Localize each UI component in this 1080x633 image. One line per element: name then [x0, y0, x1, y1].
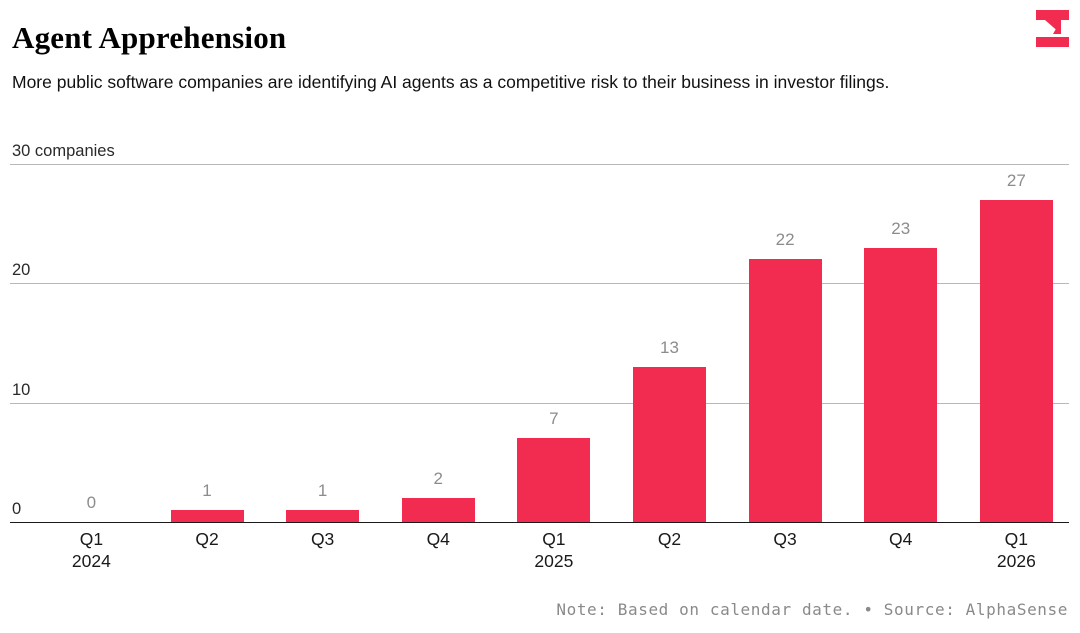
x-tick-year: 2025	[534, 551, 574, 571]
bar-Q4	[864, 247, 938, 522]
bar-value-label: 1	[317, 481, 328, 501]
y-tick-label-30: 30 companies	[12, 142, 115, 160]
bar-Q3	[748, 259, 822, 522]
x-tick-label: Q3	[273, 528, 373, 550]
x-tick-quarter: Q1	[1004, 529, 1029, 549]
x-tick-year: 2024	[71, 551, 111, 571]
x-tick-quarter: Q2	[195, 529, 219, 549]
y-tick-label-10: 10	[12, 380, 31, 399]
x-tick-label: Q1 2024	[41, 528, 141, 572]
bar-value-label: 1	[202, 481, 212, 501]
page-title: Agent Apprehension	[12, 20, 287, 55]
x-tick-quarter: Q1	[542, 529, 566, 549]
x-tick-label: Q4	[851, 528, 951, 550]
bar-value-label: 2	[433, 469, 443, 489]
bar-value-label: 0	[86, 493, 97, 512]
x-tick-label: Q4	[388, 528, 488, 550]
x-tick-quarter: Q4	[889, 529, 913, 549]
gridline-10	[10, 402, 1069, 404]
the-information-logo	[1036, 10, 1069, 47]
y-tick-label-20: 20	[12, 261, 31, 280]
bar-value-label: 22	[775, 230, 795, 250]
bar-Q2	[633, 366, 706, 522]
bar-value-label: 13	[660, 337, 679, 357]
x-tick-quarter: Q3	[773, 529, 797, 549]
gridline-30	[10, 164, 1069, 165]
bar-Q2	[170, 510, 244, 522]
x-axis-line	[10, 521, 1069, 523]
x-tick-quarter: Q2	[657, 529, 682, 549]
gridline-20	[10, 283, 1069, 285]
x-tick-label: Q1 2026	[966, 528, 1066, 572]
bar-value-label: 7	[549, 409, 559, 429]
bar-value-label: 23	[891, 218, 911, 238]
chart-plot: 0 10 20 30 companies 0 Q1 2024 1 Q2 1 Q3 2 Q4 7 Q1 2025…	[10, 142, 1069, 571]
x-tick-quarter: Q3	[310, 529, 335, 549]
y-tick-label-0: 0	[12, 500, 22, 518]
x-tick-label: Q1 2025	[504, 528, 604, 572]
x-tick-label: Q2	[157, 528, 257, 550]
x-tick-quarter: Q1	[79, 529, 104, 549]
bar-value-label: 27	[1006, 170, 1026, 190]
x-tick-quarter: Q4	[426, 529, 450, 549]
bar-Q3	[286, 510, 360, 522]
x-tick-year: 2026	[996, 551, 1036, 571]
bar-Q4	[401, 498, 475, 522]
note-and-source: Note: Based on calendar date. • Source: …	[556, 600, 1068, 619]
x-tick-label: Q2	[620, 528, 720, 550]
x-tick-label: Q3	[735, 528, 835, 550]
bar-Q1-2025	[517, 438, 591, 522]
page-subtitle: More public software companies are ident…	[12, 72, 890, 92]
bar-Q1-2026	[979, 199, 1053, 522]
